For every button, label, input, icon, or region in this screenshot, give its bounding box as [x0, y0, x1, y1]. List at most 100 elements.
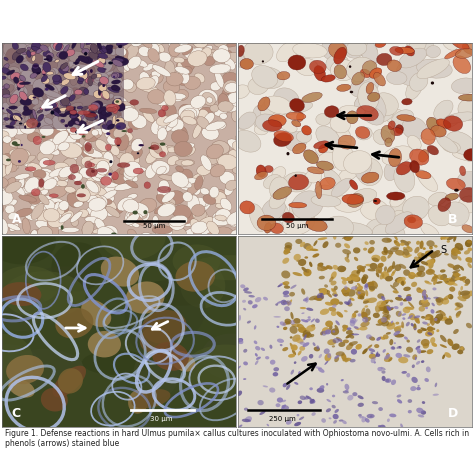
Ellipse shape: [72, 39, 77, 49]
Ellipse shape: [53, 131, 68, 145]
Ellipse shape: [404, 215, 422, 229]
Ellipse shape: [111, 80, 120, 84]
Ellipse shape: [376, 337, 381, 341]
Ellipse shape: [182, 66, 192, 75]
Ellipse shape: [444, 279, 449, 283]
Ellipse shape: [84, 52, 87, 56]
Ellipse shape: [95, 50, 102, 56]
Ellipse shape: [286, 300, 292, 305]
Ellipse shape: [74, 89, 82, 95]
Ellipse shape: [164, 114, 179, 123]
Ellipse shape: [34, 88, 42, 94]
Ellipse shape: [403, 249, 409, 256]
Ellipse shape: [352, 313, 356, 318]
Ellipse shape: [95, 140, 108, 151]
Ellipse shape: [300, 242, 305, 247]
Ellipse shape: [161, 104, 175, 114]
Ellipse shape: [273, 316, 281, 318]
Ellipse shape: [291, 312, 293, 319]
Ellipse shape: [399, 264, 406, 269]
Ellipse shape: [369, 348, 375, 352]
Ellipse shape: [435, 313, 443, 321]
Ellipse shape: [103, 152, 114, 167]
Ellipse shape: [8, 212, 18, 220]
Ellipse shape: [9, 120, 27, 135]
Ellipse shape: [125, 211, 139, 226]
Ellipse shape: [70, 212, 82, 222]
Ellipse shape: [237, 117, 250, 129]
Ellipse shape: [31, 98, 39, 105]
Ellipse shape: [345, 257, 350, 262]
Ellipse shape: [354, 326, 359, 329]
Ellipse shape: [464, 149, 474, 161]
Ellipse shape: [25, 100, 30, 104]
Ellipse shape: [374, 344, 379, 348]
Ellipse shape: [306, 308, 313, 311]
Ellipse shape: [51, 110, 60, 116]
Ellipse shape: [78, 78, 84, 82]
Ellipse shape: [14, 115, 21, 121]
Ellipse shape: [117, 197, 134, 211]
Ellipse shape: [51, 58, 69, 73]
Ellipse shape: [316, 346, 319, 350]
Ellipse shape: [367, 297, 377, 303]
Ellipse shape: [282, 282, 288, 287]
Ellipse shape: [363, 274, 368, 279]
Ellipse shape: [421, 253, 428, 259]
Ellipse shape: [296, 131, 311, 142]
Ellipse shape: [391, 127, 403, 136]
Ellipse shape: [206, 121, 226, 131]
Ellipse shape: [326, 265, 333, 269]
Ellipse shape: [7, 70, 15, 75]
Ellipse shape: [402, 99, 412, 105]
Ellipse shape: [440, 233, 449, 240]
Ellipse shape: [322, 327, 330, 334]
Ellipse shape: [165, 60, 175, 77]
Ellipse shape: [403, 247, 407, 251]
Ellipse shape: [400, 280, 406, 285]
Ellipse shape: [130, 148, 143, 160]
Ellipse shape: [164, 90, 176, 106]
Ellipse shape: [61, 135, 76, 146]
Ellipse shape: [77, 80, 83, 84]
Ellipse shape: [451, 252, 458, 260]
Ellipse shape: [121, 79, 134, 90]
Ellipse shape: [39, 207, 55, 219]
Ellipse shape: [202, 45, 212, 53]
Ellipse shape: [0, 266, 60, 304]
Ellipse shape: [71, 142, 84, 154]
Ellipse shape: [252, 304, 258, 308]
Ellipse shape: [384, 316, 390, 320]
Ellipse shape: [303, 334, 307, 340]
Ellipse shape: [301, 312, 305, 314]
Ellipse shape: [33, 97, 36, 99]
Ellipse shape: [255, 353, 258, 357]
Ellipse shape: [346, 233, 354, 240]
Ellipse shape: [5, 199, 17, 207]
Ellipse shape: [332, 141, 353, 171]
Ellipse shape: [255, 297, 261, 302]
Ellipse shape: [157, 127, 167, 141]
Ellipse shape: [91, 170, 95, 173]
Ellipse shape: [39, 157, 50, 168]
Ellipse shape: [143, 64, 154, 71]
Ellipse shape: [276, 325, 279, 328]
Ellipse shape: [191, 102, 204, 116]
Ellipse shape: [60, 98, 71, 102]
Ellipse shape: [457, 350, 463, 354]
Ellipse shape: [453, 265, 460, 270]
Ellipse shape: [394, 327, 401, 333]
Ellipse shape: [330, 298, 339, 305]
Ellipse shape: [398, 311, 401, 316]
Ellipse shape: [100, 165, 112, 173]
Ellipse shape: [142, 310, 187, 344]
Ellipse shape: [19, 122, 22, 125]
Ellipse shape: [447, 240, 450, 243]
Ellipse shape: [128, 203, 149, 217]
Ellipse shape: [416, 408, 424, 413]
Ellipse shape: [113, 167, 129, 184]
Ellipse shape: [349, 65, 351, 68]
Ellipse shape: [288, 55, 306, 70]
Ellipse shape: [83, 57, 93, 64]
Ellipse shape: [11, 101, 27, 113]
